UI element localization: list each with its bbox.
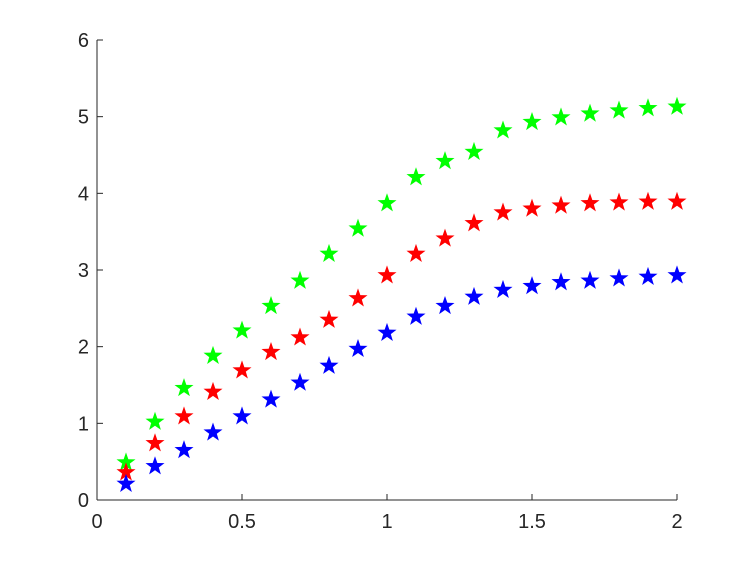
data-points: [116, 96, 687, 492]
x-tick-label: 1: [381, 511, 392, 533]
data-point: [348, 218, 368, 237]
data-point: [319, 243, 339, 262]
data-point: [116, 462, 136, 481]
x-tick-label: 1.5: [518, 511, 546, 533]
data-point: [522, 276, 542, 295]
data-point: [319, 355, 339, 374]
data-point: [638, 98, 658, 117]
data-point: [348, 338, 368, 358]
data-point: [667, 191, 687, 210]
data-point: [522, 112, 542, 131]
y-tick-label: 1: [78, 413, 89, 435]
data-point: [377, 265, 397, 284]
data-point: [348, 288, 368, 307]
data-point: [203, 381, 223, 400]
data-point: [667, 96, 687, 115]
y-tick-label: 5: [78, 107, 89, 129]
data-point: [580, 193, 600, 212]
data-point: [609, 100, 629, 119]
data-point: [522, 198, 542, 217]
data-point: [174, 378, 194, 397]
data-point: [232, 360, 252, 379]
data-point: [261, 389, 281, 408]
data-point: [145, 433, 165, 452]
data-point: [609, 192, 629, 211]
data-point: [435, 228, 455, 247]
series-1: [116, 96, 687, 471]
data-point: [232, 406, 252, 425]
data-point: [145, 411, 165, 430]
data-point: [319, 309, 339, 328]
data-point: [116, 452, 136, 471]
x-tick-label: 0.5: [228, 511, 256, 533]
data-point: [377, 193, 397, 212]
data-point: [261, 296, 281, 315]
data-point: [551, 195, 571, 214]
data-point: [435, 151, 455, 170]
y-tick-label: 0: [78, 490, 89, 512]
series-2: [116, 191, 687, 481]
data-point: [551, 272, 571, 291]
data-point: [406, 167, 426, 186]
data-point: [145, 456, 165, 475]
axes: 0 0.5 1 1.5 2 0 1 2 3 4 5 6: [78, 30, 683, 533]
series-3: [116, 265, 687, 492]
data-point: [493, 120, 513, 139]
data-point: [203, 345, 223, 364]
data-point: [406, 306, 426, 325]
x-tick-label: 0: [91, 511, 102, 533]
data-point: [667, 265, 687, 284]
data-point: [116, 473, 136, 492]
data-point: [290, 372, 310, 391]
y-tick-label: 3: [78, 260, 89, 282]
data-point: [203, 422, 223, 441]
y-tick-label: 4: [78, 183, 89, 205]
data-point: [464, 141, 484, 161]
data-point: [435, 296, 455, 315]
data-point: [551, 107, 571, 126]
data-point: [464, 213, 484, 232]
data-point: [580, 103, 600, 122]
data-point: [377, 322, 397, 341]
data-point: [638, 266, 658, 285]
data-point: [580, 270, 600, 289]
y-tick-label: 6: [78, 30, 89, 52]
data-point: [174, 440, 194, 459]
data-point: [464, 286, 484, 305]
data-point: [261, 342, 281, 361]
data-point: [638, 191, 658, 210]
data-point: [174, 406, 194, 425]
data-point: [493, 202, 513, 221]
data-point: [609, 268, 629, 287]
data-point: [290, 270, 310, 289]
data-point: [232, 320, 252, 339]
x-tick-label: 2: [671, 511, 682, 533]
data-point: [406, 243, 426, 262]
y-tick-label: 2: [78, 337, 89, 359]
data-point: [493, 279, 513, 299]
data-point: [290, 327, 310, 346]
